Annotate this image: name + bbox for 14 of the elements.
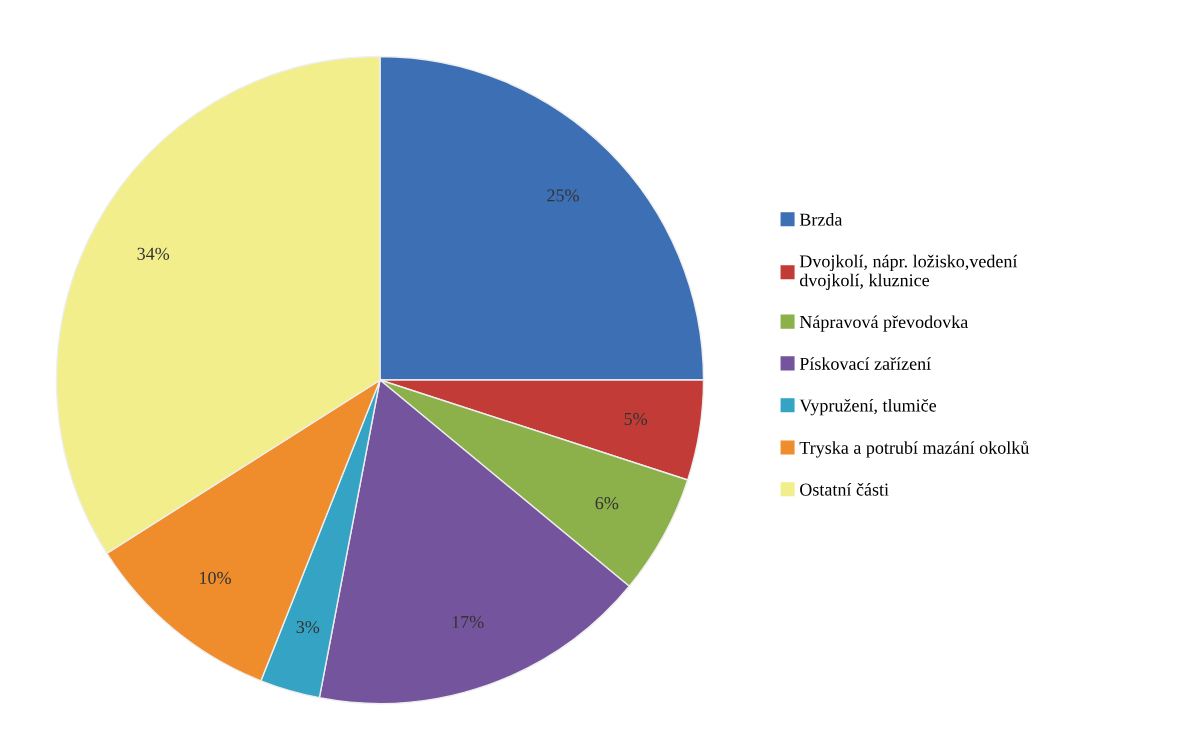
data-label: 3% — [296, 620, 320, 634]
data-label: 6% — [595, 497, 619, 510]
data-label: 25% — [547, 189, 579, 202]
data-label: 5% — [624, 412, 648, 426]
legend-label: Ostatní části — [800, 482, 889, 496]
data-label: 17% — [452, 615, 484, 629]
legend-label: Pískovací zařízení — [799, 357, 931, 370]
legend-label: Dvojkolí, nápr. ložisko,vedení dvojkolí, kluznice — [799, 254, 1018, 291]
data-label: 10% — [200, 571, 231, 585]
legend-label: Vypružení, tlumiče — [799, 398, 937, 416]
legend-label: Brzda — [799, 213, 843, 226]
data-label: 34% — [137, 247, 170, 260]
legend-label: Tryska a potrubí mazání okolků — [799, 440, 1030, 458]
legend-label: Nápravová převodovka — [799, 315, 969, 332]
